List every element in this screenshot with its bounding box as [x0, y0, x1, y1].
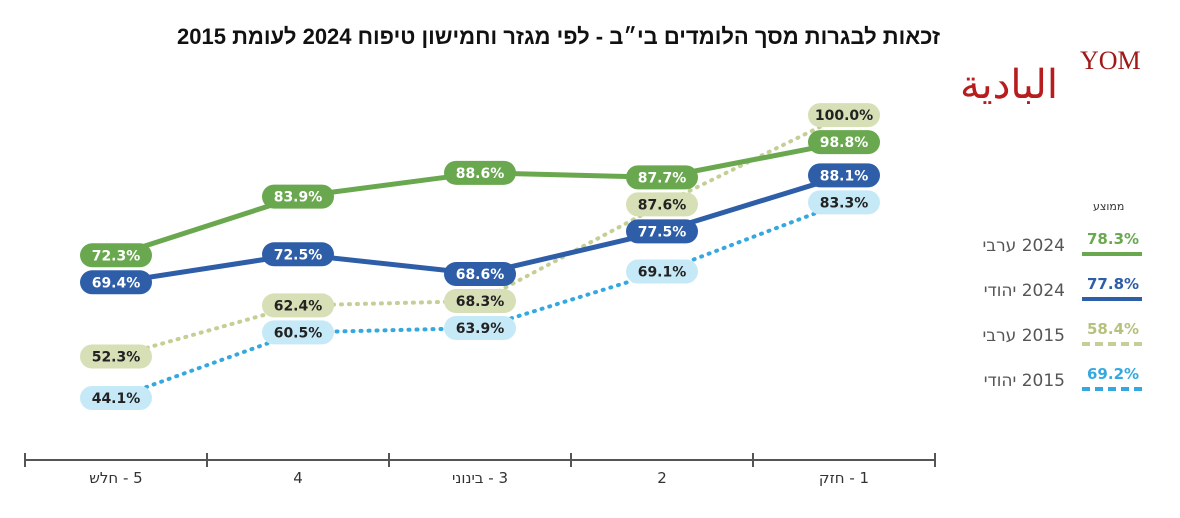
- data-label: 63.9%: [456, 321, 505, 337]
- legend-label: 2024 יהודי: [983, 281, 1065, 301]
- data-point: [262, 184, 334, 209]
- data-label: 44.1%: [92, 391, 141, 407]
- data-point: [808, 163, 880, 188]
- data-label: 87.7%: [638, 170, 687, 186]
- data-label: 60.5%: [274, 325, 323, 341]
- series-line: [114, 113, 846, 359]
- data-point: [808, 130, 880, 155]
- data-point: [262, 242, 334, 267]
- data-point: [80, 344, 152, 369]
- legend-label: 2024 ערבי: [982, 236, 1065, 256]
- legend-label: 2015 יהודי: [983, 371, 1065, 391]
- logo-latin: YOM: [1080, 46, 1141, 75]
- legend-value: 77.8%: [1087, 275, 1140, 293]
- legend-swatch: [1082, 297, 1142, 301]
- data-label: 88.1%: [820, 168, 869, 184]
- data-point: [626, 259, 698, 284]
- data-label: 83.9%: [274, 190, 323, 206]
- x-tick-label: 5 - חלש: [89, 469, 142, 487]
- data-label: 72.5%: [274, 247, 323, 263]
- data-label: 83.3%: [820, 195, 869, 211]
- data-point: [262, 293, 334, 318]
- data-label: 69.1%: [638, 265, 687, 281]
- line-chart: 5 - חלש 4 3 - בינוני 2 1 - חזק 52.3% 62.4% 68.3…: [24, 103, 936, 487]
- data-point: [444, 262, 516, 287]
- data-label: 62.4%: [274, 298, 323, 314]
- legend-item: 2024 יהודי 77.8%: [965, 275, 1145, 305]
- data-label: 72.3%: [92, 248, 141, 264]
- logo: البادية YOM: [960, 22, 1170, 117]
- legend-item: 2024 ערבי 78.3%: [965, 230, 1145, 260]
- legend-swatch: [1082, 342, 1142, 346]
- data-point: [626, 192, 698, 217]
- data-label: 52.3%: [92, 350, 141, 366]
- x-tick-label: 1 - חזק: [819, 469, 869, 487]
- x-tick-label: 4: [293, 469, 303, 487]
- legend-header: ממוצע: [1093, 200, 1125, 213]
- data-label: 87.6%: [638, 197, 687, 213]
- data-point: [444, 289, 516, 314]
- data-label: 68.6%: [456, 267, 505, 283]
- legend-value: 69.2%: [1087, 365, 1140, 383]
- legend-swatch: [1082, 252, 1142, 256]
- legend-value: 58.4%: [1087, 320, 1140, 338]
- data-point: [626, 165, 698, 190]
- data-point: [808, 103, 880, 128]
- series-line: [113, 139, 847, 258]
- data-label: 100.0%: [815, 108, 873, 124]
- data-point: [80, 270, 152, 295]
- data-point: [444, 316, 516, 341]
- data-label: 88.6%: [456, 166, 505, 182]
- data-point: [262, 320, 334, 345]
- legend-label: 2015 ערבי: [982, 326, 1065, 346]
- data-label: 77.5%: [638, 224, 687, 240]
- data-point: [444, 160, 516, 185]
- chart-title: זכאות לבגרות מסך הלומדים בי״ב - לפי מגזר…: [177, 24, 940, 49]
- x-tick-label: 2: [657, 469, 667, 487]
- data-label: 68.3%: [456, 294, 505, 310]
- x-tick-label: 3 - בינוני: [452, 469, 508, 487]
- data-label: 69.4%: [92, 275, 141, 291]
- data-point: [626, 219, 698, 244]
- legend-value: 78.3%: [1087, 230, 1140, 248]
- logo-arabic: البادية: [960, 62, 1058, 108]
- data-point: [80, 386, 152, 410]
- legend-swatch: [1082, 387, 1142, 391]
- data-label: 98.8%: [820, 135, 869, 151]
- legend-item: 2015 יהודי 69.2%: [965, 365, 1145, 395]
- legend-item: 2015 ערבי 58.4%: [965, 320, 1145, 350]
- data-point: [808, 190, 880, 215]
- data-point: [80, 243, 152, 268]
